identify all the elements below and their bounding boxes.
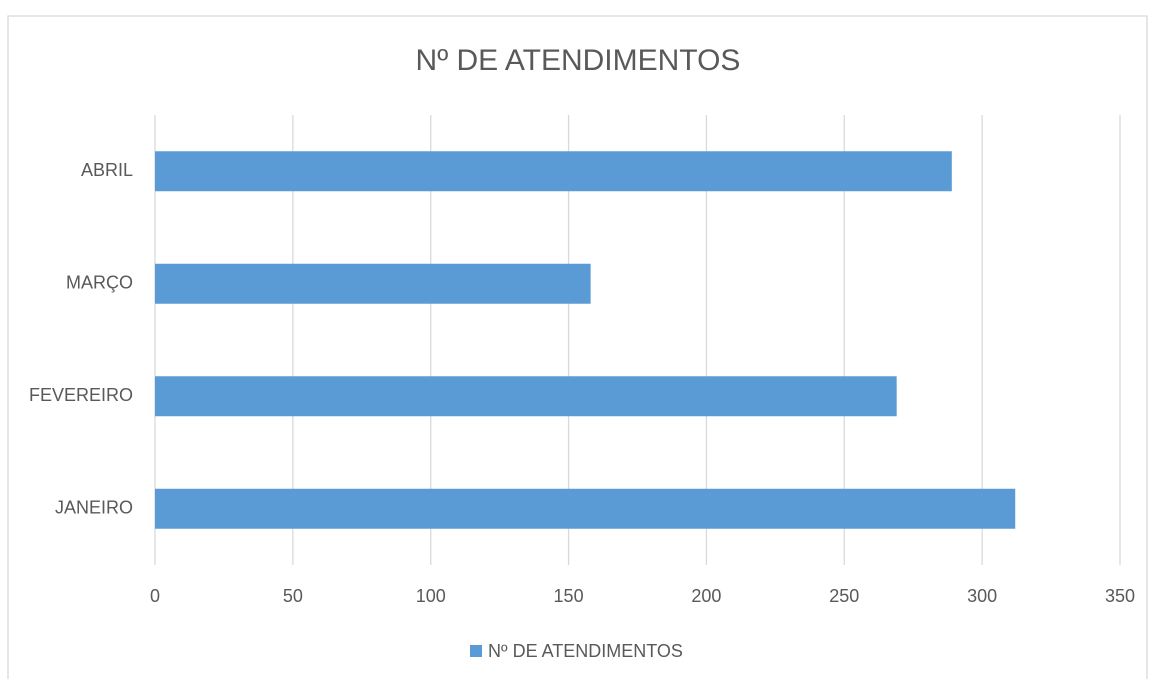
legend-label: Nº DE ATENDIMENTOS xyxy=(488,641,683,661)
bar xyxy=(155,151,952,192)
y-tick-label: ABRIL xyxy=(81,160,133,180)
bar xyxy=(155,488,1016,529)
x-tick-label: 300 xyxy=(967,586,997,606)
y-tick-label: FEVEREIRO xyxy=(29,385,133,405)
y-tick-label: JANEIRO xyxy=(55,498,133,518)
x-tick-label: 50 xyxy=(283,586,303,606)
y-tick-label: MARÇO xyxy=(66,273,133,293)
x-tick-label: 350 xyxy=(1105,586,1135,606)
bar xyxy=(155,263,591,304)
x-tick-label: 0 xyxy=(150,586,160,606)
legend-swatch xyxy=(470,645,482,657)
bar xyxy=(155,376,897,417)
chart-title: Nº DE ATENDIMENTOS xyxy=(416,44,741,77)
x-tick-label: 200 xyxy=(691,586,721,606)
chart-border xyxy=(7,15,1148,679)
x-tick-label: 100 xyxy=(416,586,446,606)
x-tick-label: 150 xyxy=(554,586,584,606)
x-tick-label: 250 xyxy=(829,586,859,606)
